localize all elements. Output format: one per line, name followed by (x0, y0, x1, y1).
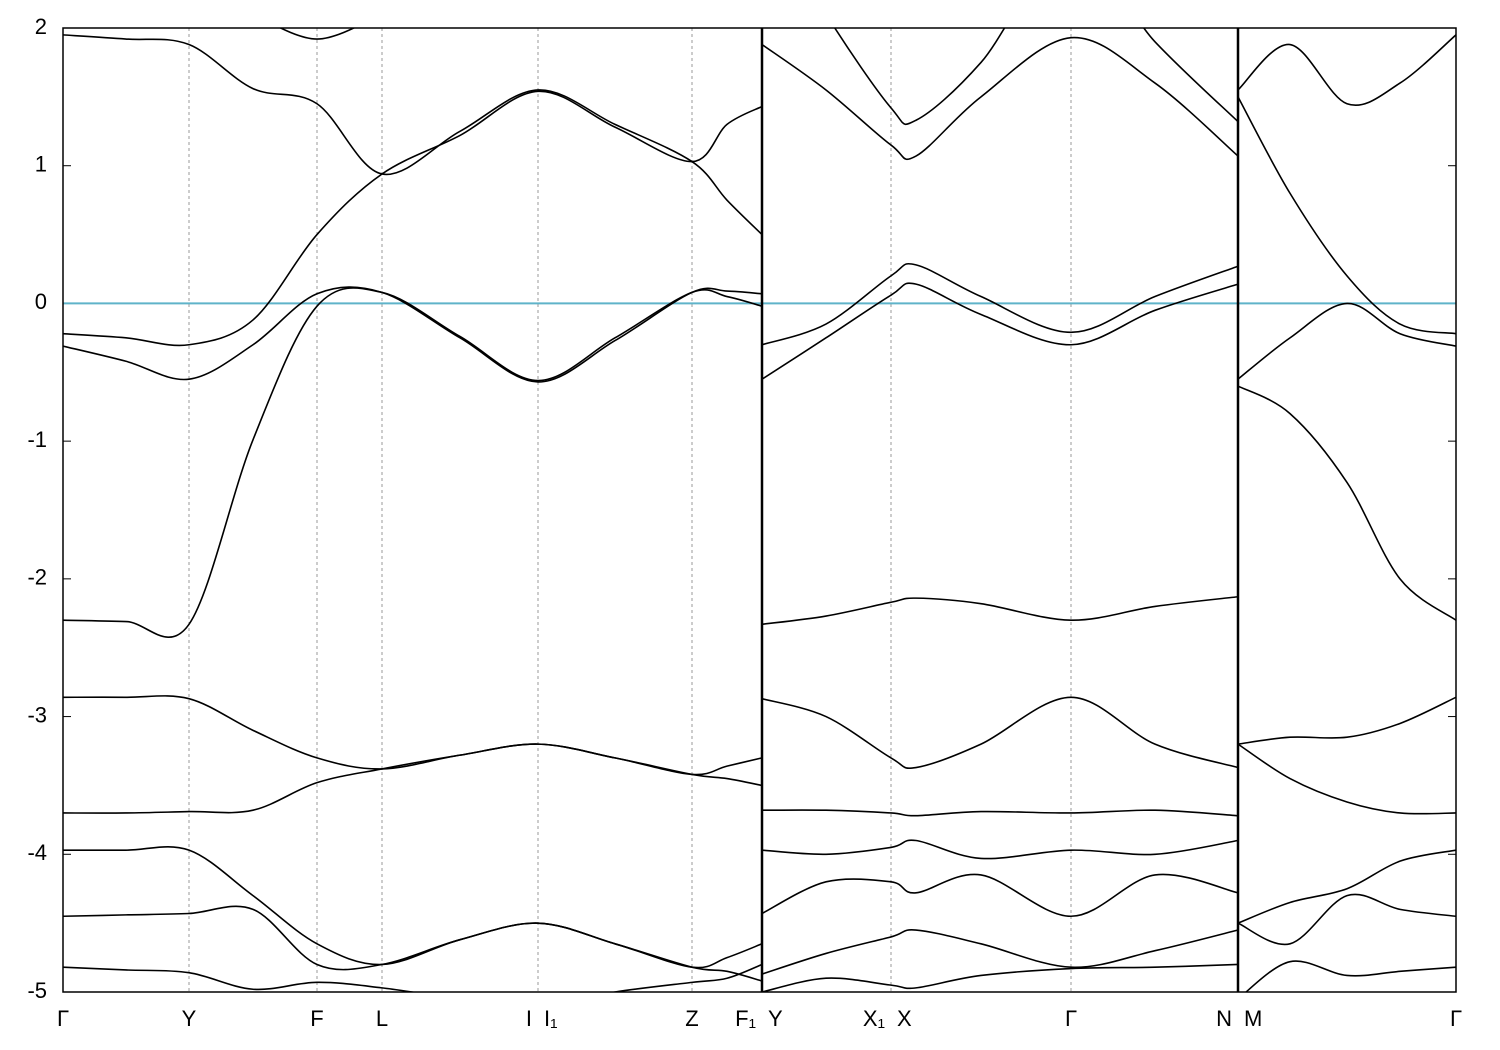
band (63, 90, 763, 347)
band (761, 963, 1239, 992)
band (1237, 96, 1456, 335)
x-tick-label: L (376, 1006, 388, 1031)
band (63, 905, 763, 982)
band (63, 743, 763, 814)
band (761, 262, 1239, 346)
band (761, 809, 1239, 817)
y-tick-label: -1 (27, 427, 47, 452)
band (1237, 385, 1456, 621)
x-tick-label: Y (182, 1006, 197, 1031)
x-tick-label: I₁ (544, 1006, 558, 1031)
band (761, 595, 1239, 626)
x-tick-label: I (526, 1006, 532, 1031)
y-tick-label: -3 (27, 702, 47, 727)
band (1237, 696, 1456, 745)
x-tick-label: Γ (1065, 1006, 1077, 1031)
x-tick-label: Y (768, 1006, 783, 1031)
band (833, 28, 1239, 126)
band (1237, 34, 1456, 106)
x-tick-label: Z (685, 1006, 698, 1031)
y-tick-label: 1 (35, 152, 47, 177)
y-tick-label: -5 (27, 978, 47, 1003)
x-tick-label: N (1216, 1006, 1232, 1031)
band (1237, 302, 1456, 380)
band (63, 287, 763, 638)
x-tick-label: X₁ (863, 1006, 885, 1031)
band (761, 696, 1239, 769)
band (63, 286, 763, 383)
y-tick-label: -2 (27, 565, 47, 590)
band (1237, 849, 1456, 924)
band (63, 34, 763, 236)
band (1237, 893, 1456, 946)
band (1237, 743, 1456, 815)
y-tick-label: 2 (35, 14, 47, 39)
x-tick-label: F (310, 1006, 323, 1031)
band (761, 873, 1239, 918)
x-tick-label: Γ (1450, 1006, 1462, 1031)
band (278, 28, 356, 40)
x-tick-label: Γ (57, 1006, 69, 1031)
band (761, 36, 1239, 161)
y-tick-label: 0 (35, 289, 47, 314)
band (761, 929, 1239, 975)
band (63, 963, 763, 992)
y-tick-label: -4 (27, 840, 47, 865)
x-tick-label: X (897, 1006, 912, 1031)
x-tick-label: F₁ (735, 1006, 756, 1031)
band (63, 845, 763, 969)
band (761, 282, 1239, 380)
plot-frame (62, 27, 1457, 993)
x-tick-label: M (1244, 1006, 1262, 1031)
band (761, 839, 1239, 860)
bands (63, 28, 1456, 992)
band (1244, 960, 1456, 992)
